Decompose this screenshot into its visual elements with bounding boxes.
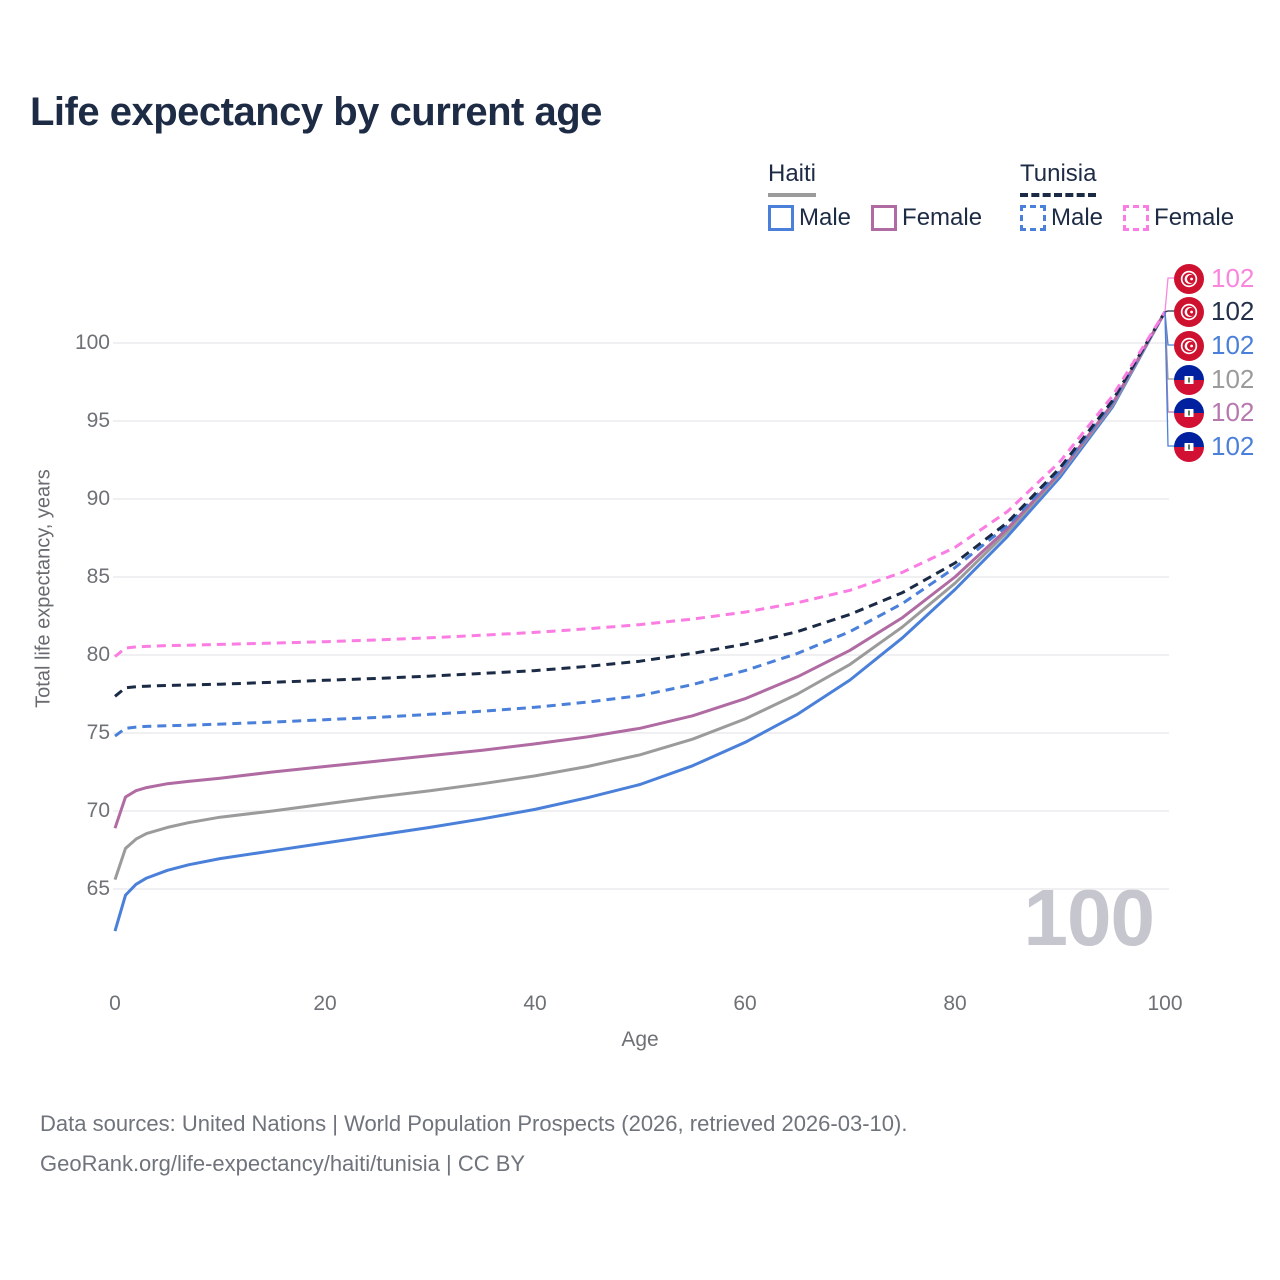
tunisia-flag-icon (1174, 263, 1204, 294)
haiti-flag-icon (1174, 364, 1204, 395)
tunisia-flag-icon (1174, 296, 1204, 327)
end-label-tunisia-female: 102 (1174, 263, 1254, 294)
legend-group-tunisia: Tunisia Male Female (1020, 160, 1234, 232)
end-label-tunisia-all: 102 (1174, 296, 1254, 327)
haiti-flag-icon (1174, 431, 1204, 462)
end-label-leader-haiti-male (1164, 311, 1176, 447)
end-label-value: 102 (1211, 296, 1255, 326)
legend-group-haiti: Haiti Male Female (768, 160, 982, 232)
end-label-leader-tunisia-all (1164, 310, 1176, 313)
y-axis-title: Total life expectancy, years (32, 469, 55, 708)
haiti-flag-icon (1174, 397, 1204, 428)
series-line-haiti-female[interactable] (113, 311, 1167, 829)
gridlines (113, 342, 1169, 890)
end-label-value: 102 (1211, 431, 1255, 461)
source-url-line: GeoRank.org/life-expectancy/haiti/tunisi… (40, 1151, 526, 1176)
y-tick-70: 70 (86, 799, 110, 822)
legend-haiti-heading[interactable]: Haiti (768, 160, 817, 197)
tunisia-female-swatch-icon (1123, 205, 1150, 231)
x-tick-80: 80 (943, 992, 967, 1015)
y-tick-100: 100 (74, 331, 110, 354)
series-line-haiti-male[interactable] (113, 311, 1167, 932)
y-tick-65: 65 (86, 877, 110, 900)
end-label-haiti-all: 102 (1174, 364, 1254, 395)
y-tick-90: 90 (86, 487, 110, 510)
legend-item-haiti-male[interactable]: Male (768, 204, 851, 232)
end-label-value: 102 (1211, 364, 1255, 394)
series-line-tunisia-all[interactable] (114, 311, 1167, 698)
legend-item-tunisia-female[interactable]: Female (1123, 204, 1234, 232)
y-tick-75: 75 (86, 721, 110, 744)
attribution-footer: Data sources: United Nations | World Pop… (40, 1104, 907, 1184)
legend-item-haiti-female[interactable]: Female (871, 204, 982, 232)
end-label-leader-tunisia-female (1164, 277, 1176, 312)
tunisia-flag-icon (1174, 330, 1204, 361)
series-line-haiti-all[interactable] (113, 311, 1167, 881)
legend-haiti-female-label: Female (902, 204, 983, 231)
x-axis-title: Age (621, 1028, 659, 1051)
end-label-haiti-female: 102 (1174, 397, 1254, 428)
x-tick-0: 0 (109, 992, 121, 1015)
legend-item-tunisia-male[interactable]: Male (1020, 204, 1103, 232)
hover-age-indicator: 100 (1023, 873, 1155, 962)
series-line-tunisia-female[interactable] (114, 311, 1167, 658)
end-label-haiti-male: 102 (1174, 431, 1254, 462)
haiti-female-swatch-icon (871, 205, 898, 231)
legend-tunisia-female-label: Female (1154, 204, 1235, 231)
page-title: Life expectancy by current age (30, 90, 602, 134)
legend-tunisia-male-label: Male (1051, 204, 1104, 231)
legend-tunisia-heading[interactable]: Tunisia (1020, 160, 1097, 197)
end-label-value: 102 (1211, 263, 1255, 293)
series-line-tunisia-male[interactable] (114, 311, 1167, 738)
data-sources-line: Data sources: United Nations | World Pop… (40, 1111, 908, 1136)
end-label-value: 102 (1211, 330, 1255, 360)
tunisia-male-swatch-icon (1020, 205, 1046, 231)
x-tick-60: 60 (733, 992, 757, 1015)
haiti-male-swatch-icon (768, 205, 794, 231)
y-tick-95: 95 (86, 409, 110, 432)
y-tick-85: 85 (86, 565, 110, 588)
legend-haiti-male-label: Male (799, 204, 852, 231)
y-tick-80: 80 (86, 643, 110, 666)
x-tick-40: 40 (523, 992, 547, 1015)
end-label-value: 102 (1211, 397, 1255, 427)
x-tick-100: 100 (1147, 992, 1183, 1015)
x-tick-20: 20 (313, 992, 337, 1015)
end-label-tunisia-male: 102 (1174, 330, 1254, 361)
